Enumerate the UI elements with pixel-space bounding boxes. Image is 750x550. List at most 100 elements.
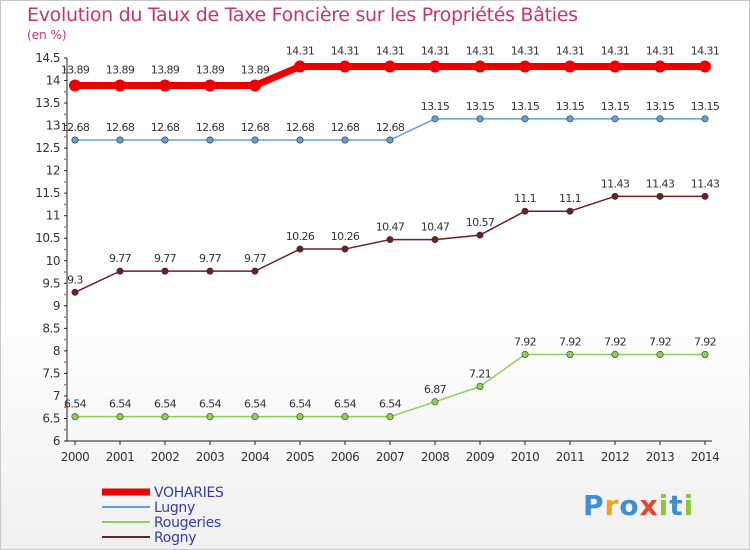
logo-letter: o (619, 489, 640, 522)
data-point (431, 236, 439, 244)
x-tick-label: 2007 (376, 450, 405, 464)
data-label: 9.77 (199, 252, 222, 265)
data-point (251, 267, 259, 275)
data-label: 13.89 (196, 63, 225, 76)
data-point (249, 79, 261, 92)
data-label: 12.68 (151, 121, 180, 134)
data-point (204, 79, 216, 92)
data-label: 7.92 (649, 335, 671, 348)
data-point (519, 60, 531, 73)
data-point (206, 267, 214, 275)
data-label: 6.54 (154, 398, 177, 411)
x-tick-label: 2012 (601, 450, 630, 464)
y-tick-label: 6.5 (42, 411, 60, 425)
data-point (71, 288, 79, 296)
data-point (656, 350, 664, 358)
x-tick-label: 2010 (511, 450, 540, 464)
data-label: 13.15 (511, 100, 540, 113)
y-tick-label: 12.5 (35, 141, 60, 155)
data-label: 6.54 (244, 398, 267, 411)
data-point (566, 207, 574, 215)
y-minor-tick (64, 226, 66, 228)
data-label: 14.31 (331, 45, 360, 58)
data-label: 12.68 (286, 121, 315, 134)
data-point (69, 79, 81, 92)
data-point (339, 60, 351, 73)
data-point (116, 136, 124, 144)
data-point (116, 267, 124, 275)
y-tick-label: 11 (46, 209, 60, 223)
data-label: 13.89 (151, 63, 180, 76)
data-label: 13.15 (691, 100, 720, 113)
y-minor-tick (64, 135, 66, 138)
logo-letter: t (669, 489, 684, 522)
data-point (521, 207, 529, 215)
data-point (431, 398, 439, 406)
data-point (429, 60, 441, 73)
data-point (251, 413, 259, 421)
x-tick-label: 2011 (556, 450, 585, 464)
data-label: 13.15 (601, 100, 630, 113)
y-minor-tick (64, 68, 66, 71)
y-minor-tick (64, 383, 66, 386)
data-point (341, 413, 349, 421)
data-point (71, 136, 79, 144)
data-point (161, 267, 169, 275)
data-label: 12.68 (61, 121, 90, 134)
data-point (654, 60, 666, 73)
logo-letter: r (604, 489, 620, 522)
data-label: 7.21 (469, 367, 491, 380)
data-label: 11.43 (601, 177, 630, 190)
data-point (474, 60, 486, 73)
data-label: 9.77 (109, 252, 132, 265)
y-axis-unit-label: (en %) (27, 28, 67, 42)
data-point (521, 350, 529, 358)
x-tick-label: 2005 (286, 450, 315, 464)
data-label: 11.43 (646, 177, 675, 190)
data-point (341, 245, 349, 253)
data-label: 14.31 (511, 45, 540, 58)
data-point (114, 79, 126, 92)
data-label: 6.54 (199, 398, 222, 411)
data-point (161, 413, 169, 421)
legend-label-rogny: Rogny (154, 530, 196, 546)
data-label: 13.89 (61, 63, 90, 76)
x-tick-label: 2008 (421, 450, 450, 464)
series-line-rogny (74, 195, 705, 293)
y-minor-tick (64, 158, 66, 161)
y-minor-tick (64, 113, 66, 116)
legend-label-lugny: Lugny (154, 500, 195, 516)
y-minor-tick (64, 271, 66, 273)
data-label: 6.54 (379, 398, 402, 411)
data-point (116, 413, 124, 421)
y-tick-label: 8.5 (42, 321, 60, 335)
y-minor-tick (64, 181, 66, 183)
x-tick-label: 2003 (196, 450, 225, 464)
data-point (159, 79, 171, 92)
data-label: 13.15 (556, 100, 585, 113)
y-tick-label: 9.5 (42, 276, 60, 290)
data-point (566, 115, 574, 123)
y-minor-tick (64, 406, 66, 409)
data-label: 10.57 (466, 216, 495, 229)
data-label: 14.31 (691, 45, 720, 58)
data-point (564, 60, 576, 73)
data-point (341, 136, 349, 144)
data-label: 7.92 (694, 335, 716, 348)
data-point (611, 192, 619, 200)
data-label: 14.31 (601, 45, 630, 58)
x-tick-label: 2004 (241, 450, 270, 464)
y-minor-tick (64, 338, 66, 341)
x-tick-label: 2002 (151, 450, 180, 464)
data-label: 10.47 (376, 221, 405, 234)
data-label: 12.68 (376, 121, 405, 134)
data-point (476, 115, 484, 123)
data-label: 11.1 (559, 192, 581, 205)
y-minor-tick (64, 428, 66, 431)
y-minor-tick (64, 203, 66, 206)
data-label: 12.68 (106, 121, 135, 134)
y-minor-tick (64, 248, 66, 251)
data-label: 10.26 (331, 230, 360, 243)
data-label: 13.15 (646, 100, 675, 113)
